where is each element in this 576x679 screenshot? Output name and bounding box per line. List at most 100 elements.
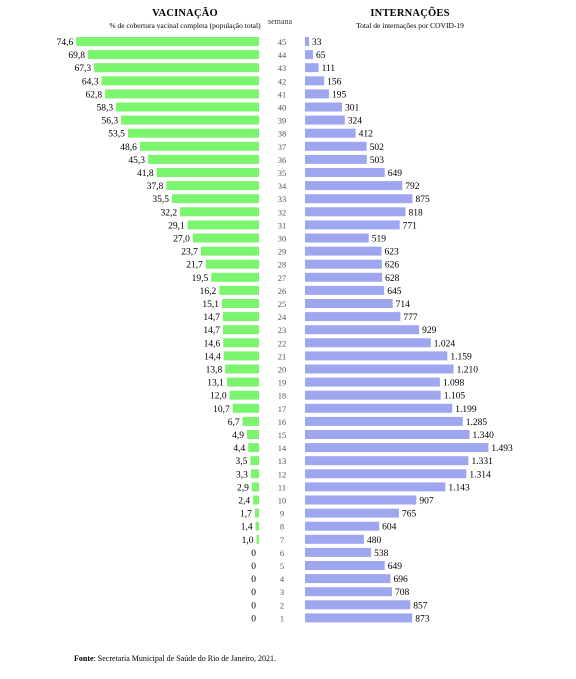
hospitalization-value-label: 792 — [405, 182, 420, 192]
vaccination-value-label: 13,1 — [207, 379, 224, 389]
source-note: Fonte: Secretaria Municipal de Saúde do … — [74, 654, 276, 663]
hospitalization-bar — [305, 246, 382, 256]
hospitalization-bar — [305, 181, 403, 191]
vaccination-value-label: 4,9 — [232, 431, 244, 441]
hospitalization-value-label: 1.024 — [434, 339, 456, 349]
vaccination-value-label: 4,4 — [233, 444, 245, 454]
vaccination-bar — [255, 521, 259, 531]
source-label: Fonte — [74, 654, 94, 663]
week-tick-label: 22 — [278, 338, 287, 348]
week-tick-label: 5 — [280, 561, 284, 571]
vaccination-bar — [229, 390, 259, 400]
week-tick-label: 29 — [278, 247, 287, 257]
vaccination-title: VACINAÇÃO — [152, 8, 218, 19]
week-tick-label: 11 — [278, 482, 286, 492]
hospitalization-bar — [305, 390, 441, 400]
hospitalization-bar — [305, 259, 382, 269]
vaccination-value-label: 0 — [251, 549, 256, 559]
week-tick-label: 33 — [278, 194, 287, 204]
vaccination-value-label: 3,3 — [236, 470, 248, 480]
vaccination-value-label: 14,4 — [204, 352, 221, 362]
hospitalization-value-label: 1.210 — [457, 366, 479, 376]
vaccination-bar — [222, 299, 259, 308]
vaccination-value-label: 56,3 — [101, 117, 118, 127]
vaccination-bar — [211, 272, 259, 282]
vaccination-value-label: 23,7 — [181, 248, 198, 258]
source-text: : Secretaria Municipal de Saúde do Rio d… — [93, 654, 276, 663]
hospitalization-value-label: 818 — [408, 208, 423, 218]
hospitalization-bar — [305, 63, 319, 73]
hospitalization-value-label: 1.199 — [455, 405, 477, 415]
vaccination-value-label: 6,7 — [228, 418, 240, 428]
vaccination-bar — [223, 351, 259, 361]
week-tick-label: 7 — [280, 535, 284, 545]
hospitalization-value-label: 628 — [385, 274, 400, 284]
week-tick-label: 14 — [278, 443, 287, 453]
hospitalization-bar — [305, 456, 469, 466]
week-tick-label: 9 — [280, 509, 284, 519]
hospitalization-bar — [305, 508, 399, 518]
hospitalization-bar — [305, 547, 372, 557]
hospitalization-bar — [305, 50, 313, 60]
vaccination-value-label: 14,7 — [203, 326, 220, 336]
hospitalization-value-label: 777 — [403, 313, 418, 323]
week-tick-label: 10 — [278, 496, 287, 506]
vaccination-bar — [172, 194, 259, 204]
hospitalization-value-label: 875 — [415, 195, 430, 205]
hospitalization-value-label: 502 — [370, 143, 385, 153]
hospitalization-value-label: 873 — [415, 614, 430, 624]
vaccination-subtitle: % de cobertura vacinal completa (populaç… — [109, 21, 261, 30]
hospitalization-value-label: 645 — [387, 287, 402, 297]
hospitalization-bar — [305, 521, 380, 531]
hospitalization-value-label: 1.314 — [469, 470, 491, 480]
hospitalization-bar — [305, 207, 406, 217]
vaccination-bar — [87, 50, 260, 60]
hospitalization-bar — [305, 141, 367, 151]
vaccination-bar — [127, 128, 259, 138]
vaccination-bar — [250, 456, 259, 466]
week-tick-label: 35 — [278, 168, 287, 178]
vaccination-value-label: 37,8 — [147, 182, 164, 192]
hospitalization-value-label: 412 — [359, 130, 374, 140]
week-tick-label: 36 — [278, 155, 287, 165]
week-tick-label: 28 — [278, 260, 287, 270]
vaccination-value-label: 19,5 — [192, 274, 209, 284]
hospitalization-value-label: 480 — [367, 536, 382, 546]
hospitalization-bar — [305, 102, 342, 112]
vaccination-value-label: 62,8 — [86, 90, 103, 100]
vaccination-value-label: 2,4 — [238, 497, 250, 507]
hospitalization-bar — [305, 312, 401, 322]
week-tick-label: 32 — [278, 207, 287, 217]
week-tick-label: 44 — [278, 50, 287, 60]
hospitalization-value-label: 623 — [385, 248, 400, 258]
hospitalization-bar — [305, 89, 329, 99]
hospitalization-value-label: 65 — [316, 51, 326, 61]
week-tick-label: 3 — [280, 587, 284, 597]
vaccination-bar — [226, 377, 259, 387]
hospitalization-bar — [305, 377, 440, 387]
vaccination-bar — [205, 259, 259, 269]
vaccination-bar — [254, 508, 259, 518]
hospitalization-value-label: 929 — [422, 326, 437, 336]
week-tick-label: 6 — [280, 548, 284, 558]
hospitalization-value-label: 696 — [393, 575, 408, 585]
week-tick-label: 18 — [278, 391, 287, 401]
vaccination-value-label: 32,2 — [160, 208, 177, 218]
hospitalization-bar — [305, 325, 420, 335]
vaccination-value-label: 27,0 — [173, 235, 190, 245]
vaccination-value-label: 2,9 — [237, 483, 249, 493]
week-tick-label: 2 — [280, 600, 284, 610]
hospitalization-bar — [305, 272, 383, 282]
hospitalization-value-label: 156 — [327, 77, 342, 87]
vaccination-value-label: 69,8 — [68, 51, 85, 61]
hospitalization-value-label: 195 — [332, 90, 347, 100]
hospitalization-value-label: 324 — [348, 117, 363, 127]
vaccination-bar — [242, 416, 259, 426]
vaccination-value-label: 0 — [251, 588, 256, 598]
vaccination-bar — [222, 325, 259, 335]
hospitalization-value-label: 765 — [402, 510, 417, 520]
vaccination-value-label: 10,7 — [213, 405, 230, 415]
week-tick-label: 43 — [278, 63, 287, 73]
week-tick-label: 40 — [278, 103, 287, 113]
